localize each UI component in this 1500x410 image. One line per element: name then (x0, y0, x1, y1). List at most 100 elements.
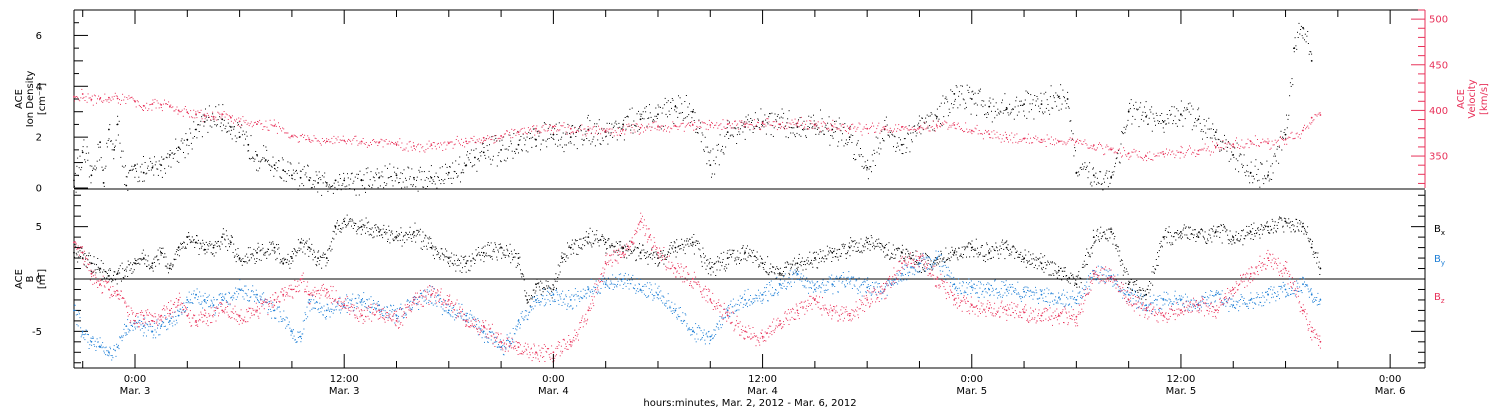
series-bx-sample (418, 231, 420, 233)
ion-density-series-sample (227, 131, 228, 133)
series-bx-sample (807, 257, 809, 259)
ion-density-label-units: [cm⁻³] (37, 83, 48, 115)
series-bx-sample (845, 257, 847, 259)
series-bx-sample (870, 235, 872, 237)
velocity-series-sample (1170, 154, 1172, 156)
ion-density-series-sample (385, 185, 387, 186)
series-bx-sample (224, 238, 226, 240)
series-bx-sample (947, 257, 949, 259)
series-bx-sample (1002, 239, 1003, 241)
velocity-series-sample (187, 112, 188, 114)
velocity-series-sample (611, 128, 613, 130)
series-bx-sample (889, 258, 891, 260)
series-bx-sample (787, 262, 789, 264)
ion-density-series-sample (741, 125, 743, 127)
series-bx-point (73, 251, 75, 254)
ion-density-series-sample (1189, 102, 1191, 104)
velocity-series-point (430, 144, 433, 147)
velocity-series-sample (535, 130, 537, 132)
ion-density-series-sample (1127, 119, 1129, 121)
series-bx-sample (512, 259, 514, 261)
velocity-series-point (212, 115, 215, 118)
velocity-series-sample (279, 126, 280, 128)
ion-density-series-sample (359, 170, 361, 172)
series-bx-sample (480, 259, 482, 261)
series-bx-sample (1111, 228, 1113, 230)
series-bx-sample (781, 273, 783, 275)
ion-density-series-sample (1204, 125, 1206, 127)
velocity-series-sample (753, 119, 755, 121)
ion-density-series-sample (343, 172, 345, 174)
ion-density-series-sample (226, 131, 228, 133)
velocity-series-sample (1033, 137, 1035, 139)
velocity-series-sample (512, 137, 514, 139)
series-bx-sample (382, 237, 384, 239)
ion-density-series-sample (216, 125, 217, 127)
series-bx-sample (501, 257, 503, 259)
velocity-series-sample (383, 140, 385, 142)
series-bx-sample (736, 263, 737, 265)
series-bx-sample (321, 267, 323, 269)
ion-density-series-sample (315, 171, 317, 173)
ion-density-series-sample (1206, 120, 1207, 122)
ion-density-series-sample (669, 114, 671, 115)
ion-density-series-sample (722, 145, 723, 147)
ion-density-series-sample (1195, 118, 1196, 120)
ion-density-series-sample (378, 172, 380, 174)
series-bx-sample (204, 244, 205, 246)
ion-density-series-sample (1084, 162, 1086, 164)
series-bx-sample (290, 256, 291, 258)
ion-density-series-sample (787, 137, 789, 139)
series-bx-sample (225, 246, 227, 248)
series-bx-sample (487, 242, 489, 243)
series-bx-sample (756, 251, 758, 253)
ion-density-series-sample (370, 171, 372, 173)
series-bx-sample (553, 284, 554, 286)
velocity-series-sample (395, 141, 397, 143)
series-bx-sample (869, 241, 870, 243)
ion-density-series-sample (976, 114, 978, 116)
velocity-series-sample (136, 100, 138, 102)
velocity-series-sample (645, 129, 647, 131)
series-bx-sample (777, 273, 779, 275)
series-bx-sample (1186, 234, 1188, 236)
velocity-series-sample (283, 128, 285, 130)
ion-density-series-sample (713, 160, 715, 162)
series-bx-sample (689, 238, 690, 240)
ion-density-series-sample (1218, 139, 1220, 141)
velocity-series-sample (305, 139, 307, 141)
series-bx-sample (759, 265, 761, 267)
ion-density-series-sample (1300, 25, 1302, 27)
velocity-series-sample (287, 132, 289, 134)
velocity-series-sample (74, 100, 75, 102)
ion-density-series-sample (454, 171, 456, 173)
series-bx-sample (852, 250, 854, 252)
ion-density-series-sample (518, 152, 519, 154)
series-bx-sample (120, 278, 122, 280)
velocity-series-sample (276, 132, 278, 134)
series-bx-sample (942, 258, 944, 260)
series-bx-sample (563, 259, 565, 261)
series-bx-sample (388, 229, 390, 231)
series-bx-sample (731, 249, 733, 251)
velocity-series-point (1214, 146, 1217, 148)
series-bx-sample (468, 269, 470, 271)
ion-density-series-sample (535, 145, 537, 147)
velocity-series-sample (369, 145, 370, 147)
ion-density-series-sample (650, 116, 652, 118)
velocity-series-sample (394, 143, 396, 145)
ion-density-series-sample (918, 122, 920, 124)
series-bx-point (378, 231, 380, 233)
velocity-series-sample (865, 124, 867, 126)
series-bx-sample (424, 234, 426, 236)
velocity-series-sample (691, 121, 693, 123)
ion-density-series-sample (268, 163, 270, 165)
series-bx-sample (405, 231, 407, 233)
velocity-series-sample (292, 136, 294, 138)
series-bx-sample (742, 247, 744, 249)
ion-density-series-sample (182, 142, 184, 144)
ion-density-series-sample (223, 124, 224, 126)
series-bx-sample (895, 248, 897, 250)
series-bx-sample (350, 220, 352, 222)
